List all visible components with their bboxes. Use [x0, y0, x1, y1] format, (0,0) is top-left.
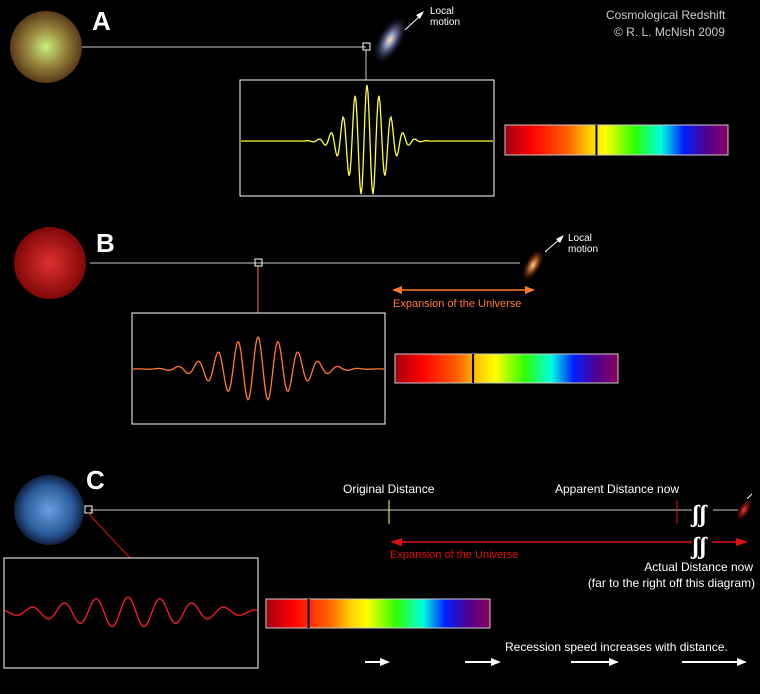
spectrum-c — [265, 598, 491, 629]
break-symbol: ʃʃ — [690, 534, 708, 560]
star-a — [10, 11, 82, 83]
apparent-distance-label: Apparent Distance now — [555, 482, 680, 496]
actual-distance-note: (far to the right off this diagram) — [587, 576, 755, 590]
local-motion-b: Local motion — [568, 233, 599, 255]
wave-box-c — [3, 557, 259, 669]
recession-arrowhead — [609, 658, 619, 666]
label-c: C — [86, 465, 105, 495]
earth — [14, 475, 84, 545]
wave-box-a — [239, 79, 495, 197]
label-b: B — [96, 228, 115, 258]
expansion-label-c: Expansion of the Universe — [390, 549, 519, 561]
galaxy-c — [737, 500, 751, 520]
local-motion-a: Local motion — [430, 6, 461, 28]
star-b — [14, 227, 86, 299]
spectrum-b — [394, 353, 619, 384]
break-symbol: ʃʃ — [690, 502, 708, 528]
recession-note: Recession speed increases with distance. — [505, 640, 728, 654]
expansion-label-b: Expansion of the Universe — [393, 298, 522, 310]
spectrum-a — [504, 124, 729, 156]
galaxy-b — [521, 248, 545, 282]
actual-distance-label: Actual Distance now — [644, 560, 753, 574]
recession-arrowhead — [491, 658, 501, 666]
recession-arrowhead — [380, 658, 390, 666]
title: Cosmological Redshift — [606, 8, 726, 22]
galaxy-a — [373, 16, 407, 64]
wave-box-b — [131, 312, 386, 425]
original-distance-label: Original Distance — [343, 482, 435, 496]
recession-arrows — [365, 658, 747, 666]
recession-arrowhead — [737, 658, 747, 666]
copyright: © R. L. McNish 2009 — [614, 25, 725, 39]
label-a: A — [92, 6, 111, 36]
